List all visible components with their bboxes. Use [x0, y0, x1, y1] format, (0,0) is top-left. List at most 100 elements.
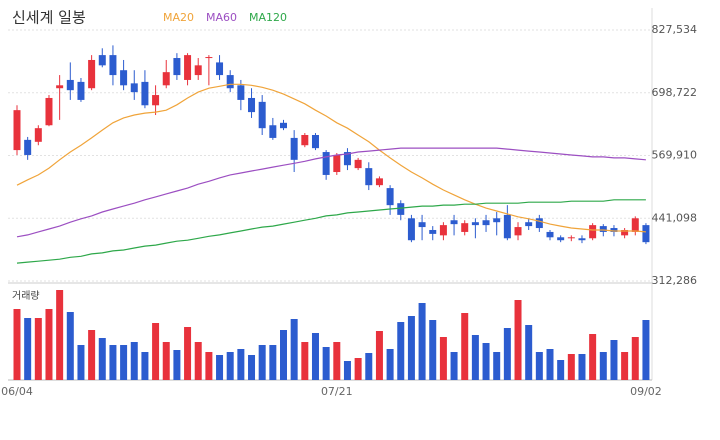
candle-body: [333, 154, 341, 173]
volume-bar: [610, 340, 618, 380]
volume-bar: [471, 335, 479, 380]
volume-bar: [567, 354, 575, 380]
candle-body: [343, 152, 351, 166]
candle-body: [535, 218, 543, 229]
ma-line: [16, 147, 646, 238]
volume-bar: [514, 300, 522, 380]
candle-body: [397, 203, 405, 215]
chart-title: 신세계 일봉: [12, 9, 86, 27]
y-tick-label: 569,910: [652, 149, 698, 162]
candle-body: [589, 225, 597, 239]
volume-bar: [407, 316, 415, 380]
candle-body: [365, 168, 373, 186]
volume-bar: [503, 328, 511, 380]
candle-body: [567, 237, 575, 239]
volume-bar: [621, 352, 629, 380]
candle-body: [152, 95, 160, 106]
candle-body: [461, 223, 469, 232]
y-tick-label: 441,098: [652, 211, 698, 224]
volume-bar: [34, 318, 42, 380]
volume-bar: [439, 337, 447, 380]
candle-body: [280, 122, 287, 129]
volume-bar: [77, 345, 85, 380]
candle-body: [621, 229, 629, 236]
volume-bar: [493, 352, 501, 380]
volume-bar: [322, 347, 330, 380]
volume-bar: [429, 320, 437, 380]
volume-bar: [418, 303, 426, 380]
candle-body: [407, 218, 415, 241]
candle-body: [503, 214, 511, 239]
volume-bar: [162, 342, 170, 380]
candle-body: [45, 97, 53, 126]
candle-body: [194, 65, 202, 76]
volume-bar: [45, 309, 53, 380]
candle-body: [109, 55, 117, 76]
candle-body: [514, 227, 522, 236]
candle-body: [290, 137, 298, 160]
volume-bar: [375, 331, 383, 380]
candle-body: [226, 75, 234, 89]
volume-bar: [194, 342, 202, 380]
candle-body: [386, 188, 394, 206]
volume-bar: [280, 330, 287, 380]
volume-bar: [311, 333, 319, 380]
volume-bar: [130, 342, 138, 380]
candle-body: [578, 238, 586, 241]
candle-body: [471, 222, 479, 226]
candle-body: [34, 128, 42, 142]
volume-bar: [173, 350, 181, 380]
candle-body: [525, 222, 533, 227]
volume-bar: [152, 323, 160, 380]
volume-bar: [13, 309, 21, 380]
volume-bar: [365, 353, 373, 380]
candle-body: [173, 58, 181, 76]
volume-bar: [557, 360, 565, 380]
candle-body: [205, 57, 213, 59]
volume-bar: [205, 352, 213, 380]
candle-body: [439, 225, 447, 236]
candle-body: [258, 101, 266, 129]
candle-body: [184, 55, 192, 80]
candle-body: [482, 220, 490, 226]
volume-bar: [184, 327, 192, 380]
candle-body: [13, 110, 21, 151]
candle-body: [98, 55, 106, 66]
candle-body: [493, 218, 501, 223]
candle-body: [429, 229, 437, 234]
candle-body: [301, 134, 309, 146]
legend-entry: MA20: [163, 11, 194, 24]
volume-bar: [88, 330, 96, 380]
candle-body: [418, 222, 426, 228]
x-tick-label: 06/04: [1, 385, 33, 398]
volume-bar: [216, 355, 224, 380]
volume-bar: [24, 318, 32, 380]
candle-body: [599, 226, 607, 232]
y-tick-label: 827,534: [652, 23, 698, 36]
volume-bar: [301, 342, 309, 380]
legend-entry: MA120: [249, 11, 287, 24]
candle-body: [237, 85, 245, 100]
candle-body: [66, 79, 74, 91]
volume-bar: [226, 352, 234, 380]
volume-bar: [589, 334, 597, 380]
volume-bar: [642, 320, 650, 380]
volume-label: 거래량: [12, 290, 40, 302]
volume-bar: [525, 325, 533, 380]
volume-bar: [109, 345, 117, 380]
y-tick-label: 312,286: [652, 274, 698, 287]
volume-bar: [66, 312, 74, 380]
volume-bar: [397, 322, 405, 380]
volume-bar: [120, 345, 128, 380]
ma-line: [16, 83, 646, 233]
candle-body: [610, 228, 618, 232]
volume-bar: [98, 338, 106, 380]
candle-body: [120, 70, 128, 86]
candle-body: [375, 178, 383, 186]
legend-entry: MA60: [206, 11, 237, 24]
volume-bar: [354, 358, 362, 380]
volume-bar: [237, 349, 245, 380]
volume-bar: [535, 352, 543, 380]
candle-body: [354, 159, 362, 169]
